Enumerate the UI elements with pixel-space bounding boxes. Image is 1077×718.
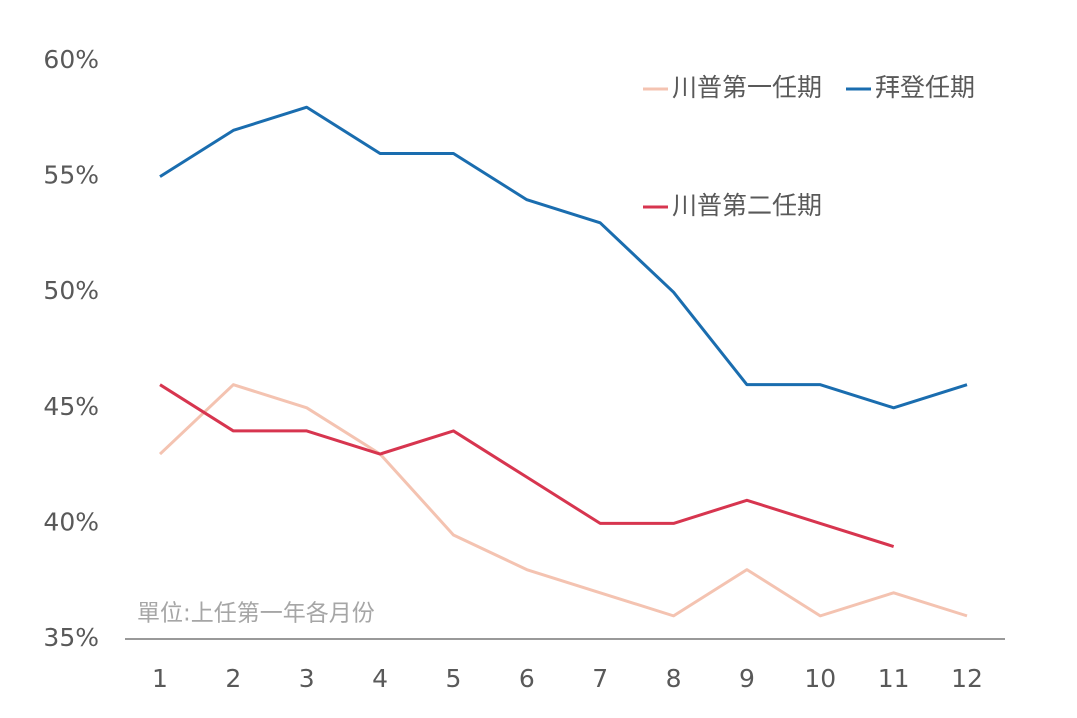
x-tick-label: 8	[666, 664, 682, 693]
x-tick-label: 11	[878, 664, 910, 693]
legend-label: 川普第一任期	[672, 73, 822, 102]
x-tick-label: 9	[739, 664, 755, 693]
y-tick-label: 60%	[43, 45, 99, 74]
y-tick-label: 55%	[43, 161, 99, 190]
x-tick-label: 6	[519, 664, 535, 693]
legend-label: 拜登任期	[875, 73, 975, 102]
series-line	[159, 383, 895, 548]
legend-label: 川普第二任期	[672, 191, 822, 220]
y-tick-label: 50%	[43, 276, 99, 305]
x-tick-label: 10	[804, 664, 836, 693]
x-tick-label: 7	[592, 664, 608, 693]
annotation: 單位:上任第一年各月份	[137, 601, 375, 627]
x-tick-label: 3	[299, 664, 315, 693]
x-tick-label: 2	[225, 664, 241, 693]
series-line	[159, 105, 968, 410]
x-tick-label: 1	[152, 664, 168, 693]
x-tick-label: 4	[372, 664, 388, 693]
y-tick-label: 35%	[43, 623, 99, 652]
series-line	[158, 383, 968, 618]
x-tick-label: 12	[951, 664, 983, 693]
y-tick-label: 40%	[43, 507, 99, 536]
y-tick-label: 45%	[43, 392, 99, 421]
x-tick-label: 5	[446, 664, 462, 693]
